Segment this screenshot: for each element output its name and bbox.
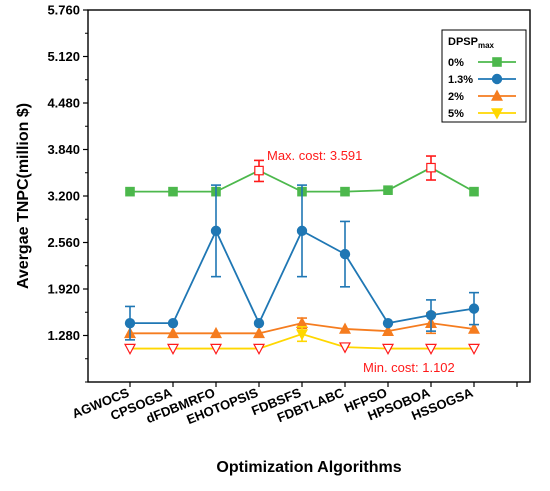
highlight-point	[339, 342, 351, 354]
legend: DPSPmax 0% 1.3% 2% 5%	[441, 29, 527, 123]
y-tick-label: 3.200	[47, 189, 80, 204]
series-2%	[124, 312, 480, 339]
legend-title: DPSPmax	[448, 36, 495, 50]
data-point	[168, 186, 178, 197]
legend-label: 0%	[448, 57, 464, 69]
legend-box	[441, 29, 527, 123]
data-point	[296, 225, 308, 237]
data-point	[210, 225, 222, 237]
min-cost-annotation: Min. cost: 1.102	[363, 360, 455, 375]
data-point	[468, 303, 480, 314]
data-point	[339, 322, 351, 334]
highlight-point	[253, 343, 265, 356]
data-point	[124, 317, 136, 329]
y-tick-label: 1.280	[47, 328, 80, 343]
highlight-point	[210, 343, 222, 356]
data-point	[296, 316, 308, 328]
x-axis: AGWOCSCPSOGSAdFDBMRFOEHOTOPSISFDBSFSFDBT…	[70, 382, 518, 427]
legend-swatch-marker	[492, 57, 502, 67]
data-point	[340, 186, 350, 197]
data-point	[253, 326, 265, 339]
legend-swatch-marker	[491, 108, 503, 120]
legend-title-sub: max	[478, 41, 495, 50]
highlight-point	[426, 162, 436, 173]
data-point	[167, 317, 179, 329]
data-point	[382, 317, 394, 329]
annotation-layer: Max. cost: 3.591 Min. cost: 1.102	[267, 148, 455, 375]
highlight-point	[425, 343, 437, 356]
series-layer	[124, 155, 480, 356]
y-tick-label: 2.560	[47, 235, 80, 250]
legend-label: 1.3%	[448, 74, 473, 86]
data-point	[296, 329, 308, 341]
highlight-point	[382, 343, 394, 356]
max-cost-annotation: Max. cost: 3.591	[267, 148, 362, 163]
highlight-point	[468, 343, 480, 356]
legend-swatch-marker	[491, 89, 503, 101]
legend-label: 2%	[448, 91, 464, 103]
x-axis-title: Optimization Algorithms	[216, 459, 401, 476]
data-point	[469, 186, 479, 197]
data-point	[167, 326, 179, 339]
y-axis: 1.280 1.920 2.560 3.200 3.840 4.480 5.120 5.760	[47, 3, 88, 383]
data-point	[382, 324, 394, 336]
y-tick-label: 3.840	[47, 142, 80, 157]
data-point	[125, 186, 135, 197]
highlight-point	[254, 165, 264, 176]
y-tick-label: 5.120	[47, 49, 80, 64]
data-point	[253, 317, 265, 329]
data-point	[339, 248, 351, 260]
y-tick-label: 5.760	[47, 3, 80, 18]
highlight-point	[124, 343, 136, 356]
series-1.3%	[124, 184, 480, 341]
legend-swatch-marker	[491, 73, 503, 85]
legend-title-main: DPSP	[448, 36, 478, 48]
highlight-point	[167, 343, 179, 356]
y-axis-title: Avergae TNPC(million $)	[15, 103, 32, 289]
data-point	[383, 185, 393, 195]
data-point	[425, 309, 437, 321]
y-tick-label: 1.920	[47, 282, 80, 297]
legend-label: 5%	[448, 108, 464, 120]
y-tick-label: 4.480	[47, 96, 80, 111]
data-point	[468, 322, 480, 334]
series-5%	[124, 325, 480, 356]
data-point	[210, 326, 222, 339]
